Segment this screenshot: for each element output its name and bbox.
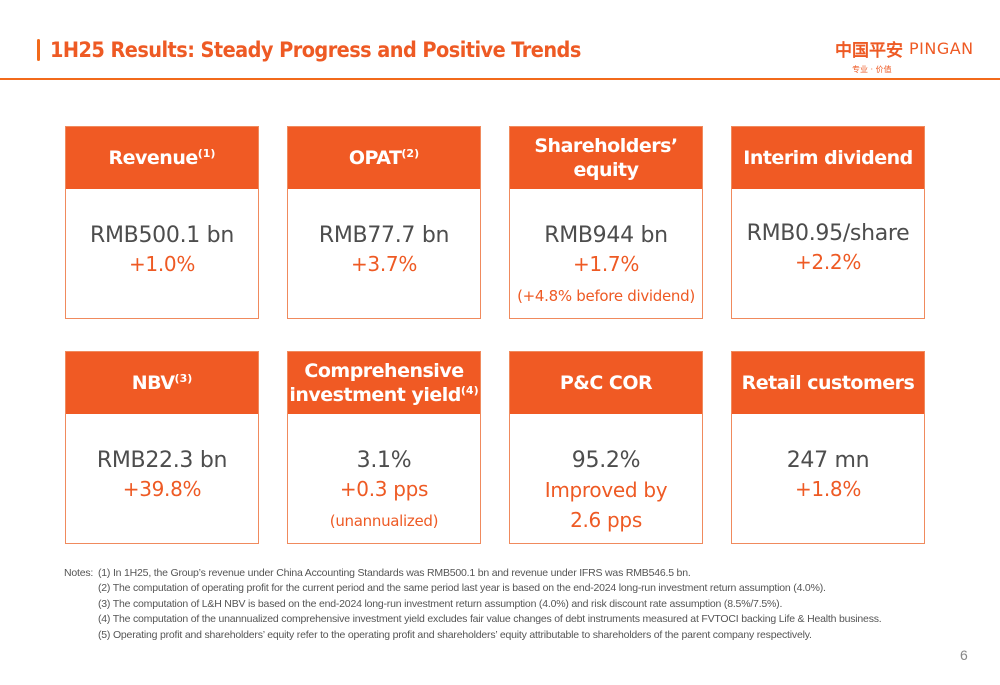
kpi-value: 247 mn	[786, 448, 870, 473]
kpi-card-nbv: NBV(3) RMB22.3 bn +39.8%	[65, 351, 259, 544]
footnote-row: (3) The computation of L&H NBV is based …	[64, 597, 882, 612]
kpi-card-body: RMB944 bn +1.7% (+4.8% before dividend)	[510, 189, 702, 307]
kpi-title: Shareholders’ equity	[534, 135, 678, 181]
footnote-row: (4) The computation of the unannualized …	[64, 612, 882, 627]
footnote-5: (5) Operating profit and shareholders’ e…	[98, 628, 812, 641]
kpi-value: 3.1%	[356, 448, 412, 473]
kpi-title: NBV	[131, 372, 175, 394]
logo-wordmark: 中国平安 PINGAN	[835, 36, 995, 61]
kpi-value: 95.2%	[571, 448, 641, 473]
footnote-row: (2) The computation of operating profit …	[64, 581, 882, 596]
footnote-4: (4) The computation of the unannualized …	[98, 613, 882, 626]
page-number: 6	[960, 647, 968, 663]
kpi-change: +3.7%	[350, 252, 418, 276]
logo-chinese-name: 中国平安	[835, 41, 903, 61]
kpi-card-revenue: Revenue(1) RMB500.1 bn +1.0%	[65, 126, 259, 319]
kpi-card-investment-yield: Comprehensive investment yield(4) 3.1% +…	[287, 351, 481, 544]
kpi-change: +1.7%	[572, 252, 640, 276]
pingan-logo: 中国平安 PINGAN 专业 · 价值	[835, 36, 995, 75]
kpi-card-body: 3.1% +0.3 pps (unannualized)	[288, 414, 480, 532]
logo-tagline: 专业 · 价值	[852, 65, 892, 74]
kpi-card-body: 247 mn +1.8%	[732, 414, 924, 503]
kpi-change: +0.3 pps	[339, 477, 429, 501]
kpi-title: P&C COR	[559, 372, 653, 394]
footnote-row: (5) Operating profit and shareholders’ e…	[64, 628, 882, 643]
logo-english-name: PINGAN	[909, 39, 974, 58]
footnote-3: (3) The computation of L&H NBV is based …	[98, 597, 783, 610]
notes-label: Notes:	[64, 567, 94, 579]
kpi-card-pc-cor: P&C COR 95.2% Improved by 2.6 pps	[509, 351, 703, 544]
title-accent-bar	[37, 39, 40, 61]
kpi-title: Comprehensive investment yield	[289, 360, 464, 406]
kpi-title: Retail customers	[741, 372, 915, 394]
kpi-card-body: RMB22.3 bn +39.8%	[66, 414, 258, 503]
kpi-card-shareholders-equity: Shareholders’ equity RMB944 bn +1.7% (+4…	[509, 126, 703, 319]
kpi-card-body: RMB500.1 bn +1.0%	[66, 189, 258, 278]
slide-title: 1H25 Results: Steady Progress and Positi…	[50, 38, 581, 62]
footnote-marker: (1)	[197, 147, 216, 160]
footnote-2: (2) The computation of operating profit …	[98, 582, 826, 595]
kpi-card-retail-customers: Retail customers 247 mn +1.8%	[731, 351, 925, 544]
kpi-card-header: Interim dividend	[732, 127, 924, 189]
kpi-title: Revenue	[108, 147, 199, 169]
kpi-card-header: NBV(3)	[66, 352, 258, 414]
kpi-value: RMB500.1 bn	[90, 223, 234, 248]
kpi-title: Interim dividend	[743, 147, 913, 169]
footnotes: Notes: (1) In 1H25, the Group’s revenue …	[64, 566, 882, 643]
kpi-value: RMB77.7 bn	[318, 223, 450, 248]
kpi-change: +1.8%	[794, 477, 862, 501]
kpi-title: OPAT	[348, 147, 402, 169]
kpi-value: RMB22.3 bn	[96, 448, 228, 473]
footnote-row: Notes: (1) In 1H25, the Group’s revenue …	[64, 566, 882, 581]
kpi-card-header: Retail customers	[732, 352, 924, 414]
footnote-marker: (3)	[174, 372, 193, 385]
kpi-card-header: Revenue(1)	[66, 127, 258, 189]
kpi-card-opat: OPAT(2) RMB77.7 bn +3.7%	[287, 126, 481, 319]
kpi-change: +39.8%	[122, 477, 202, 501]
kpi-change: +1.0%	[128, 252, 196, 276]
kpi-card-header: P&C COR	[510, 352, 702, 414]
kpi-value: RMB944 bn	[544, 223, 668, 248]
kpi-card-header: OPAT(2)	[288, 127, 480, 189]
footnote-1: (1) In 1H25, the Group’s revenue under C…	[98, 567, 691, 579]
kpi-note: (unannualized)	[329, 512, 439, 530]
footnote-marker: (2)	[401, 147, 420, 160]
kpi-note: (+4.8% before dividend)	[517, 287, 695, 305]
kpi-card-body: 95.2% Improved by 2.6 pps	[510, 414, 702, 535]
title-divider	[0, 78, 1000, 80]
kpi-card-interim-dividend: Interim dividend RMB0.95/share +2.2%	[731, 126, 925, 319]
kpi-card-body: RMB77.7 bn +3.7%	[288, 189, 480, 278]
slide-title-bar: 1H25 Results: Steady Progress and Positi…	[37, 36, 627, 64]
footnote-marker: (4)	[460, 384, 479, 397]
kpi-change: +2.2%	[794, 250, 862, 274]
kpi-change: Improved by 2.6 pps	[544, 478, 668, 532]
kpi-card-header: Comprehensive investment yield(4)	[288, 352, 480, 414]
kpi-card-header: Shareholders’ equity	[510, 127, 702, 189]
kpi-card-body: RMB0.95/share +2.2%	[732, 189, 924, 276]
kpi-value: RMB0.95/share	[746, 221, 910, 246]
